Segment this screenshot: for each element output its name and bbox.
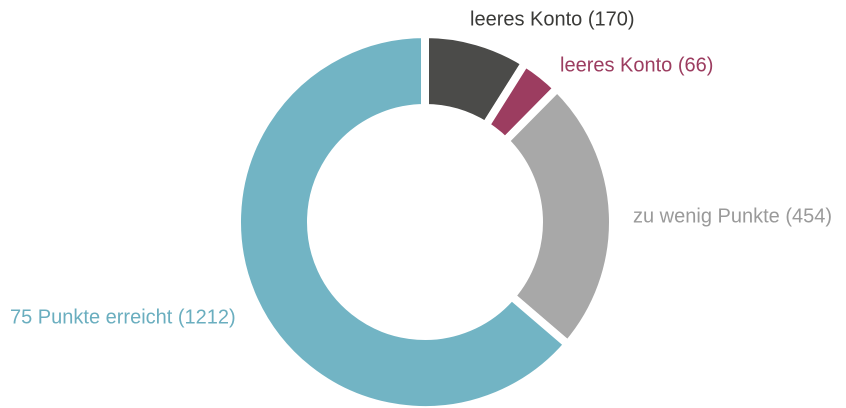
donut-segment	[499, 82, 617, 350]
segment-label: leeres Konto (170)	[470, 8, 635, 30]
segment-label: 75 Punkte erreicht (1212)	[10, 306, 236, 328]
segment-label: zu wenig Punkte (454)	[633, 205, 832, 227]
segment-label: leeres Konto (66)	[560, 54, 713, 76]
donut-segment	[233, 29, 574, 408]
